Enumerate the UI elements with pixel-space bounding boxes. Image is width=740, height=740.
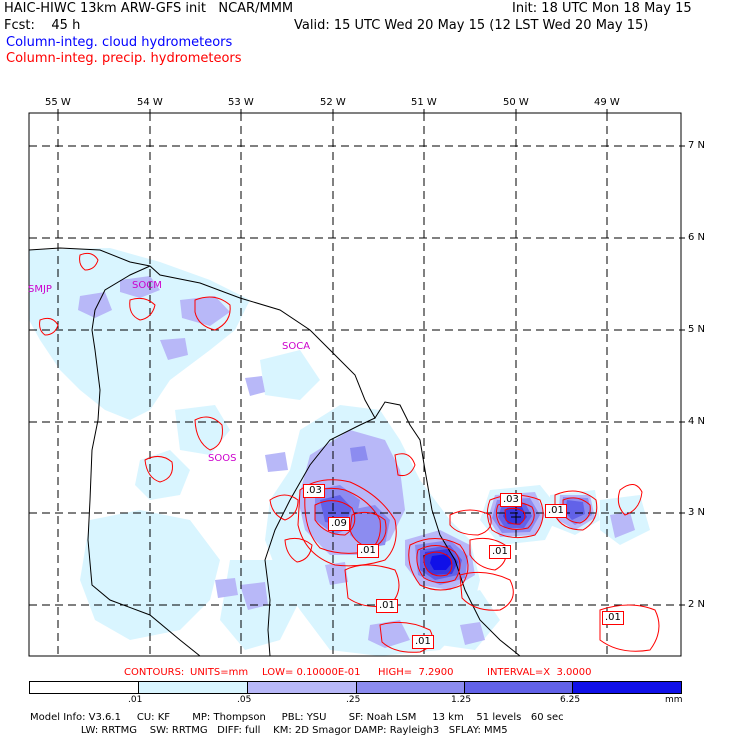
lat-label: 7 N xyxy=(688,140,706,151)
lon-label: 54 W xyxy=(137,97,163,108)
plot-title: HAIC-HIWC 13km ARW-GFS init NCAR/MMM xyxy=(4,1,294,16)
colorbar-segment xyxy=(247,681,356,694)
contour-value-label: .01 xyxy=(602,611,624,625)
lon-label: 52 W xyxy=(320,97,346,108)
colorbar-segment xyxy=(572,681,682,694)
contour-interval: INTERVAL=X 3.0000 xyxy=(487,667,592,678)
coastline xyxy=(29,247,521,656)
lat-label: 4 N xyxy=(688,416,706,427)
precip-contours xyxy=(39,252,660,653)
contour-value-label: .01 xyxy=(545,504,567,518)
contour-high: HIGH= 7.2900 xyxy=(378,667,454,678)
lon-label: 53 W xyxy=(228,97,254,108)
colorbar-segment xyxy=(356,681,464,694)
cloud-field-label: Column-integ. cloud hydrometeors xyxy=(6,35,233,50)
contour-value-label: .03 xyxy=(500,493,522,507)
contour-value-label: .03 xyxy=(303,484,325,498)
contour-info-label: CONTOURS: xyxy=(124,667,185,678)
contour-value-label: .01 xyxy=(376,599,398,613)
station-label: SOCA xyxy=(282,341,311,352)
lon-label: 51 W xyxy=(411,97,437,108)
contour-units: UNITS=mm xyxy=(190,667,249,678)
valid-time: Valid: 15 UTC Wed 20 May 15 (12 LST Wed … xyxy=(294,18,649,33)
lon-label: 49 W xyxy=(594,97,620,108)
axis-ticks xyxy=(57,109,685,606)
colorbar-segment xyxy=(138,681,247,694)
lon-label: 55 W xyxy=(45,97,71,108)
model-info-line1: Model Info: V3.6.1 CU: KF MP: Thompson P… xyxy=(30,712,564,723)
contour-low: LOW= 0.10000E-01 xyxy=(262,667,361,678)
colorbar-tick: .25 xyxy=(346,695,361,705)
colorbar-tick: 6.25 xyxy=(560,695,581,705)
contour-value-label: .01 xyxy=(489,545,511,559)
lat-label: 5 N xyxy=(688,324,706,335)
colorbar-segment xyxy=(29,681,138,694)
map-frame xyxy=(28,112,682,657)
precip-field-label: Column-integ. precip. hydrometeors xyxy=(6,51,242,66)
station-label: SOCM xyxy=(132,280,162,291)
lat-label: 6 N xyxy=(688,232,706,243)
lat-label: 2 N xyxy=(688,599,706,610)
lon-label: 50 W xyxy=(503,97,529,108)
colorbar-tick: .05 xyxy=(237,695,252,705)
lat-label: 3 N xyxy=(688,507,706,518)
colorbar-unit: mm xyxy=(665,695,683,705)
contour-value-label: .01 xyxy=(357,544,379,558)
model-info-line2: LW: RRTMG SW: RRTMG DIFF: full KM: 2D Sm… xyxy=(30,725,508,736)
max-markers xyxy=(511,512,521,522)
forecast-hour: Fcst: 45 h xyxy=(4,18,81,33)
colorbar-tick: .01 xyxy=(128,695,143,705)
init-time: Init: 18 UTC Mon 18 May 15 xyxy=(512,1,692,16)
station-label: SMJP xyxy=(28,284,52,295)
contour-value-label: .01 xyxy=(412,635,434,649)
station-label: SOOS xyxy=(208,453,237,464)
colorbar-tick: 1.25 xyxy=(451,695,472,705)
colorbar-segment xyxy=(464,681,572,694)
lat-lon-grid xyxy=(29,113,681,656)
contour-value-label: .09 xyxy=(328,517,350,531)
